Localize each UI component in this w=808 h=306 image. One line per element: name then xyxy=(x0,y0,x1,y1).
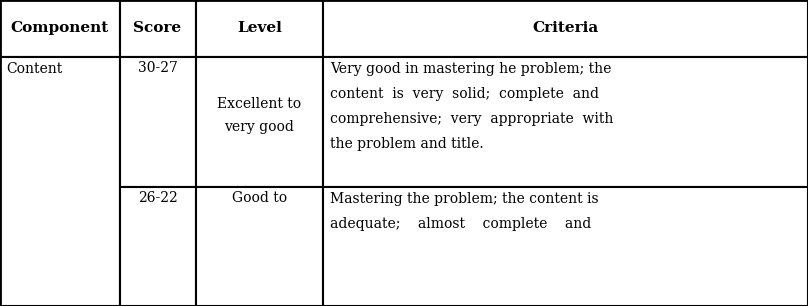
Text: comprehensive;  very  appropriate  with: comprehensive; very appropriate with xyxy=(330,112,613,126)
Bar xyxy=(196,187,323,306)
Bar xyxy=(120,57,196,187)
Text: 30-27: 30-27 xyxy=(137,61,178,75)
Text: Level: Level xyxy=(237,21,282,35)
Text: Component: Component xyxy=(11,21,109,35)
Text: Excellent to
very good: Excellent to very good xyxy=(217,97,301,134)
Text: adequate;    almost    complete    and: adequate; almost complete and xyxy=(330,217,591,231)
Text: Good to: Good to xyxy=(232,191,287,205)
Bar xyxy=(196,0,323,57)
Bar xyxy=(323,187,808,306)
Text: Mastering the problem; the content is: Mastering the problem; the content is xyxy=(330,192,598,206)
Text: Score: Score xyxy=(133,21,182,35)
Text: the problem and title.: the problem and title. xyxy=(330,137,483,151)
Bar xyxy=(0,0,120,57)
Text: 26-22: 26-22 xyxy=(137,191,178,205)
Text: content  is  very  solid;  complete  and: content is very solid; complete and xyxy=(330,87,599,101)
Text: Content: Content xyxy=(6,62,63,76)
Bar xyxy=(323,57,808,187)
Bar xyxy=(120,0,196,57)
Bar xyxy=(120,187,196,306)
Bar xyxy=(0,57,120,306)
Text: Very good in mastering he problem; the: Very good in mastering he problem; the xyxy=(330,62,611,76)
Bar xyxy=(196,57,323,187)
Bar xyxy=(323,0,808,57)
Text: Criteria: Criteria xyxy=(532,21,599,35)
